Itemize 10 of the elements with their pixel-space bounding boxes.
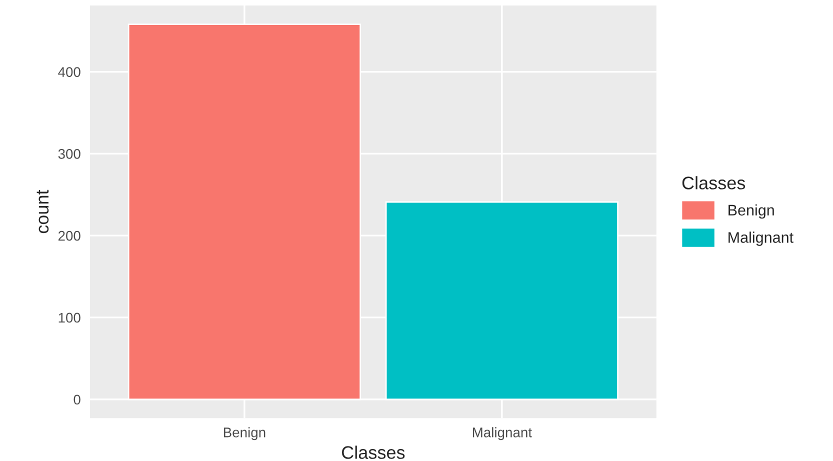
y-tick-label: 200 <box>58 230 80 241</box>
x-axis-title: Classes <box>342 446 405 459</box>
y-tick-label: 0 <box>74 394 80 405</box>
legend-label: Malignant <box>728 232 794 246</box>
legend-label: Benign <box>728 204 774 219</box>
legend-title: Classes <box>682 176 746 190</box>
y-tick-label: 400 <box>58 67 80 77</box>
y-tick-label: 100 <box>58 312 80 323</box>
y-tick-label: 300 <box>58 149 80 159</box>
y-axis-title: count <box>36 190 49 234</box>
